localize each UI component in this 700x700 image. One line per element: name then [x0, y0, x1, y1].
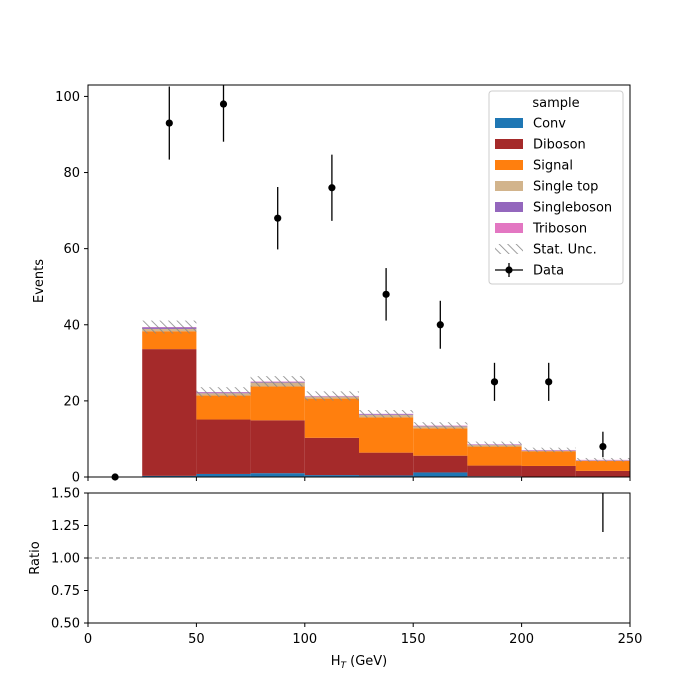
- bar-diboson: [250, 420, 305, 474]
- stat-unc-band: [304, 391, 359, 401]
- y-tick-label: 40: [63, 318, 80, 333]
- legend-label-single-top: Single top: [533, 180, 598, 195]
- bar-signal: [521, 451, 576, 466]
- stat-unc-band: [575, 457, 630, 462]
- bar-diboson: [467, 465, 522, 477]
- bar-conv: [196, 473, 251, 477]
- main-frame: [87, 84, 631, 478]
- main-panel: 0 20 40 60 80 100 Events: [32, 84, 631, 486]
- bar-conv: [304, 475, 359, 477]
- legend-label-data: Data: [533, 264, 564, 279]
- bar-diboson: [521, 465, 576, 477]
- ratio-y-axis-label: Ratio: [28, 541, 43, 574]
- stat-unc-band: [250, 376, 305, 387]
- legend-label-triboson: Triboson: [532, 222, 587, 237]
- ratio-plot-area: [88, 493, 630, 559]
- y-tick-label: 100: [55, 90, 80, 105]
- ratio-frame: [87, 492, 631, 624]
- legend-title: sample: [532, 96, 579, 111]
- data-point: [328, 184, 336, 192]
- bar-diboson: [575, 470, 630, 477]
- y-tick-label: 0: [72, 471, 80, 486]
- x-tick-label: 100: [292, 632, 317, 647]
- data-point: [274, 214, 282, 222]
- bar-signal: [575, 461, 630, 471]
- main-y-axis-label: Events: [32, 259, 47, 303]
- legend: sample Conv Diboson Signal Single top Singleb…: [488, 90, 624, 285]
- legend-swatch-conv: [495, 118, 523, 128]
- bar-diboson: [359, 452, 414, 476]
- stat-unc-band: [521, 447, 576, 453]
- main-plot-area: [142, 320, 630, 477]
- data-points: [111, 85, 607, 481]
- x-tick-label: 50: [188, 632, 205, 647]
- legend-label-signal: Signal: [533, 159, 573, 174]
- legend-swatch-triboson: [495, 223, 523, 233]
- y-tick-label: 60: [63, 242, 80, 257]
- ratio-y-tick-label: 0.75: [51, 584, 80, 599]
- legend-label-conv: Conv: [533, 117, 566, 132]
- bar-signal: [304, 398, 359, 438]
- legend-label-diboson: Diboson: [533, 138, 586, 153]
- stat-unc-band: [196, 387, 251, 398]
- bar-diboson: [196, 419, 251, 474]
- x-axis-label: HT (GeV): [331, 654, 388, 671]
- ratio-y-tick-label: 0.50: [51, 617, 80, 632]
- data-point: [219, 100, 228, 108]
- bar-conv: [142, 475, 197, 477]
- bar-signal: [250, 386, 305, 421]
- bar-signal: [196, 395, 251, 420]
- bar-conv: [359, 475, 414, 477]
- data-point: [490, 378, 499, 386]
- bar-signal: [359, 417, 414, 453]
- bar-conv: [250, 473, 305, 477]
- legend-marker-data: [505, 266, 513, 274]
- x-tick-label: 150: [401, 632, 426, 647]
- legend-swatch-signal: [495, 160, 523, 170]
- x-tick-label: 250: [618, 632, 643, 647]
- bar-signal: [467, 446, 522, 466]
- bar-conv: [413, 472, 468, 477]
- y-tick-label: 80: [63, 166, 80, 181]
- ratio-y-tick-label: 1.50: [51, 487, 80, 502]
- x-tick-label: 200: [509, 632, 534, 647]
- bar-diboson: [413, 455, 468, 473]
- data-point: [165, 119, 173, 127]
- bar-diboson: [142, 349, 197, 476]
- stat-unc-band: [142, 320, 197, 334]
- data-point: [382, 290, 390, 298]
- legend-label-stat-unc-: Stat. Unc.: [533, 243, 597, 258]
- legend-swatch-singleboson: [495, 202, 523, 212]
- data-point: [545, 378, 553, 386]
- bar-diboson: [304, 437, 359, 476]
- bar-signal: [413, 428, 468, 456]
- stat-unc-band: [467, 441, 522, 447]
- stat-unc-band: [413, 422, 468, 430]
- legend-swatch-single-top: [495, 181, 523, 191]
- stat-unc-band: [359, 410, 414, 418]
- ratio-y-tick-label: 1.00: [51, 552, 80, 567]
- ratio-panel: 0.50 0.75 1.00 1.25 1.50 0 50 100 150 200 250 Rati…: [28, 487, 642, 672]
- data-point: [599, 442, 607, 451]
- legend-swatch-stat-unc-: [495, 244, 523, 254]
- ratio-y-tick-label: 1.25: [51, 519, 80, 534]
- y-tick-label: 20: [63, 394, 80, 409]
- legend-swatch-diboson: [495, 139, 523, 149]
- bar-signal: [142, 331, 197, 350]
- ratio-axes: 0.50 0.75 1.00 1.25 1.50 0 50 100 150 200 250: [51, 487, 642, 648]
- main-axes: 0 20 40 60 80 100: [55, 84, 631, 486]
- data-point: [436, 321, 444, 329]
- legend-label-singleboson: Singleboson: [533, 201, 612, 216]
- x-tick-label: 0: [84, 632, 92, 647]
